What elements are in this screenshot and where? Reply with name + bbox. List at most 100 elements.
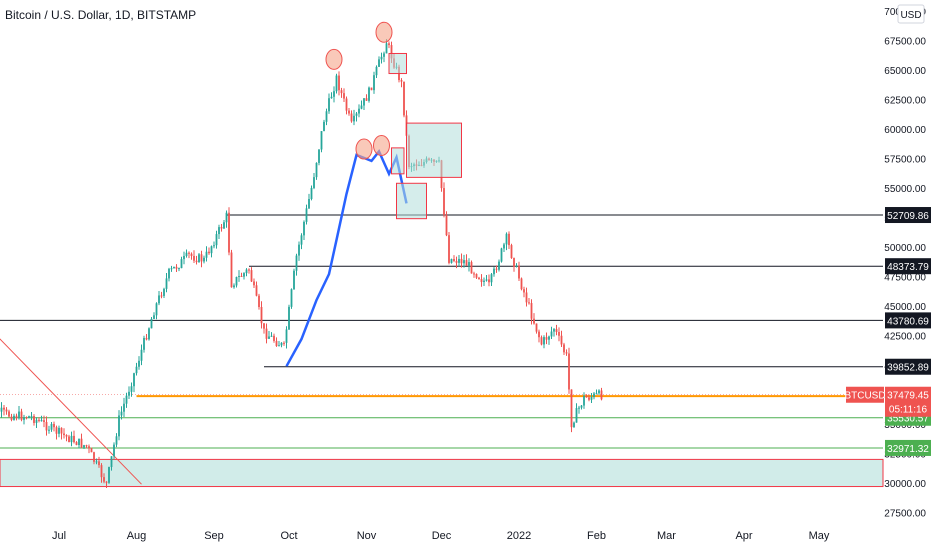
candle-body [568, 353, 570, 390]
candle-body [403, 81, 405, 116]
candle-body [263, 323, 265, 329]
x-tick-label: Jul [52, 530, 66, 542]
candle-body [488, 279, 490, 283]
candle-body [93, 452, 95, 462]
candle-body [140, 349, 143, 361]
candle-body [35, 419, 38, 423]
candle-body [43, 420, 45, 422]
candle-body [30, 416, 33, 418]
candle-body [200, 254, 203, 262]
candle-body [455, 260, 458, 263]
candle-body [20, 411, 23, 420]
candle-body [255, 285, 258, 296]
support-price-tag [885, 439, 931, 456]
candle-body [518, 265, 520, 279]
consolidation-box [396, 182, 427, 220]
candle-body [540, 337, 543, 345]
candle-body [450, 259, 453, 263]
candle-body [480, 279, 483, 282]
candle-body [210, 246, 213, 254]
candle-body [68, 436, 70, 443]
candle-body [543, 337, 545, 345]
candle-body [370, 87, 373, 91]
candle-body [558, 332, 560, 336]
candle-body [473, 273, 475, 275]
candle-body [83, 445, 85, 448]
candle-body [283, 342, 285, 344]
x-tick-label: Dec [432, 530, 452, 542]
level-price-tag [885, 358, 931, 375]
x-tick-label: 2022 [507, 530, 531, 542]
trendline [0, 338, 142, 485]
candle-body [528, 302, 530, 304]
candle-body [340, 90, 343, 94]
candle-body [313, 177, 315, 188]
y-tick-label: 65000.00 [884, 66, 926, 77]
candle-body [105, 481, 108, 483]
candle-body [555, 329, 558, 333]
candle-body [165, 278, 168, 289]
candle-body [460, 258, 463, 264]
level-price-label: 43780.69 [887, 316, 929, 327]
consolidation-box [391, 147, 405, 175]
y-tick-label: 60000.00 [884, 125, 926, 136]
candle-body [483, 280, 485, 282]
candle-body [120, 411, 123, 416]
candle-body [143, 337, 145, 350]
candle-body [170, 268, 173, 270]
candle-body [335, 75, 338, 92]
currency-button[interactable] [897, 4, 925, 24]
last-price-label: 37479.45 [887, 391, 929, 402]
candle-body [465, 260, 468, 266]
candle-body [190, 253, 193, 256]
candle-body [293, 270, 295, 290]
candle-body [303, 221, 305, 236]
candle-body [578, 407, 580, 409]
candle-body [153, 315, 155, 319]
candle-body [330, 96, 333, 99]
y-tick-label: 55000.00 [884, 184, 926, 195]
y-tick-label: 30000.00 [884, 479, 926, 490]
y-tick-label: 42500.00 [884, 332, 926, 343]
candle-body [358, 108, 360, 114]
candle-body [493, 268, 495, 275]
candle-body [188, 252, 190, 254]
candle-body [28, 416, 30, 418]
peak-circle-marker [355, 138, 373, 160]
candle-body [160, 295, 163, 297]
candle-body [585, 395, 588, 398]
candle-body [375, 66, 378, 76]
candle-body [508, 233, 510, 246]
candle-body [268, 336, 270, 339]
y-tick-label: 62500.00 [884, 96, 926, 107]
candle-body [468, 262, 470, 266]
candle-body [150, 318, 153, 329]
candle-body [445, 215, 448, 236]
candle-body [295, 255, 298, 271]
candle-body [100, 465, 103, 478]
candle-body [478, 277, 480, 280]
candle-body [235, 276, 238, 286]
candle-body [550, 331, 553, 337]
candle-body [148, 328, 150, 340]
candle-body [110, 456, 113, 468]
candle-body [45, 421, 48, 431]
candle-body [163, 288, 165, 296]
candle-body [373, 75, 375, 91]
candle-body [590, 397, 593, 400]
candle-body [515, 265, 518, 267]
candle-body [178, 268, 180, 270]
candle-body [598, 390, 600, 394]
candle-body [5, 409, 8, 412]
support-price-label: 35530.57 [887, 414, 929, 425]
projection-line [285, 149, 408, 367]
candle-body [48, 429, 50, 431]
symbol-tag [846, 386, 884, 403]
candle-body [345, 98, 348, 111]
candle-body [310, 187, 313, 200]
candle-body [368, 87, 370, 101]
candle-body [495, 268, 498, 270]
candle-body [128, 391, 130, 396]
consolidation-box [388, 52, 407, 75]
